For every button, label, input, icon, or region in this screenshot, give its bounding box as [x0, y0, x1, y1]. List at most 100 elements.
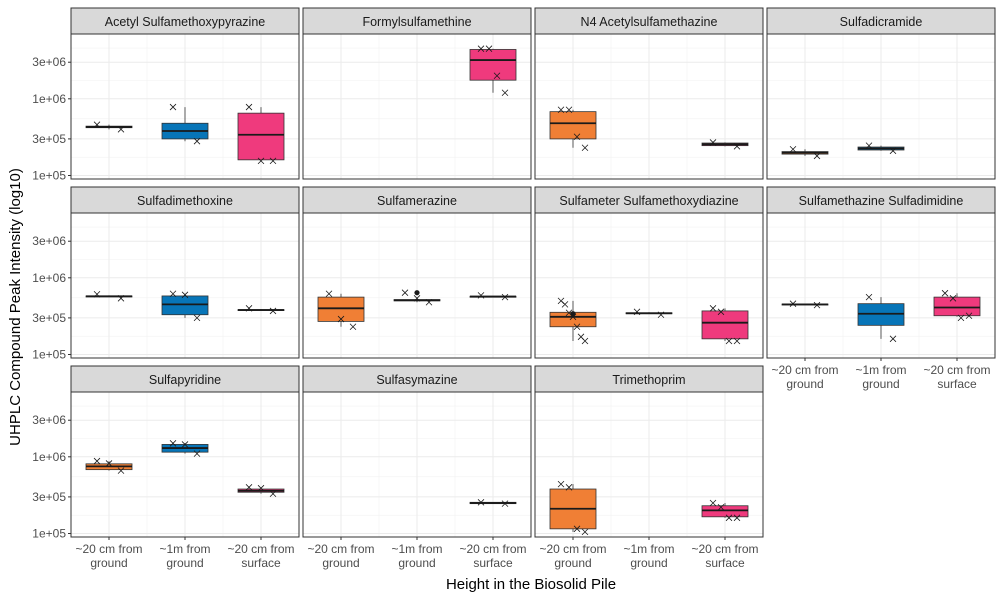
facet-title: Sulfapyridine — [149, 373, 221, 387]
x-tick-label: ground — [862, 377, 899, 391]
facet-strip — [766, 186, 996, 214]
data-point — [245, 305, 253, 312]
data-point — [789, 145, 797, 153]
data-point — [733, 514, 741, 522]
x-tick-label: ~20 cm from — [923, 363, 990, 377]
data-point — [105, 460, 113, 467]
facet-strip — [766, 7, 996, 35]
x-tick-label: ground — [786, 377, 823, 391]
data-point — [501, 293, 509, 301]
y-tick-label: 1e+06 — [32, 92, 66, 106]
data-point — [257, 484, 265, 492]
data-point — [257, 157, 265, 165]
box-body — [317, 296, 365, 322]
data-point — [725, 337, 733, 345]
x-tick-label: ~20 cm from — [227, 542, 294, 556]
facet-title: Sulfadimethoxine — [137, 194, 233, 208]
x-tick-label: ~1m from — [159, 542, 210, 556]
x-tick-label: ~20 cm from — [539, 542, 606, 556]
facet-panel: Sulfapyridine 1e+05 3e+05 1e+06 3e+06 ~20 cm … — [32, 365, 300, 570]
box-outlier — [414, 290, 420, 296]
x-tick-label: surface — [473, 556, 513, 570]
facet-strip — [70, 365, 300, 393]
data-point — [717, 503, 725, 511]
data-point — [889, 147, 897, 155]
data-point — [193, 314, 201, 322]
box-body — [549, 111, 597, 140]
data-point — [561, 301, 569, 308]
y-tick-label: 1e+06 — [32, 450, 66, 464]
data-point — [337, 315, 345, 323]
facet-panel: Sulfamethazine Sulfadimidine~20 cm fromg… — [766, 186, 996, 391]
data-point — [477, 292, 485, 299]
data-point — [889, 335, 897, 343]
data-point — [93, 290, 101, 298]
y-tick-label: 3e+06 — [32, 234, 66, 248]
facet-panel: Acetyl Sulfamethoxypyrazine 1e+05 3e+05 1e+… — [32, 7, 300, 182]
facet-title: Formylsulfamethine — [362, 15, 471, 29]
y-tick-label: 3e+06 — [32, 413, 66, 427]
facet-title: Sulfamerazine — [377, 194, 457, 208]
panel-border — [534, 33, 764, 180]
x-tick-label: ~20 cm from — [771, 363, 838, 377]
data-point — [865, 293, 873, 301]
facet-title: Trimethoprim — [612, 373, 685, 387]
facet-panel: Sulfadicramide — [766, 7, 996, 180]
panel-border — [70, 33, 300, 180]
y-tick-label: 1e+05 — [32, 347, 66, 361]
data-point — [633, 308, 641, 316]
data-point — [581, 528, 589, 536]
data-point — [477, 45, 485, 52]
data-point — [573, 525, 581, 533]
facet-strip — [70, 186, 300, 214]
x-tick-label: ~20 cm from — [75, 542, 142, 556]
data-point — [957, 314, 965, 322]
x-tick-label: ground — [166, 556, 203, 570]
facet-panel: Sulfadimethoxine 1e+05 3e+05 1e+06 3e+06 — [32, 186, 300, 361]
facet-panel: Sulfamerazine — [302, 186, 532, 359]
x-tick-label: ~20 cm from — [691, 542, 758, 556]
data-point — [657, 311, 665, 319]
data-point — [93, 121, 101, 128]
box-body — [933, 296, 981, 317]
facet-title: Sulfamethazine Sulfadimidine — [799, 194, 964, 208]
data-point — [557, 106, 565, 114]
data-point — [245, 103, 253, 111]
y-tick-label: 1e+06 — [32, 271, 66, 285]
facet-strip — [534, 186, 764, 214]
facet-title: Sulfadicramide — [840, 15, 923, 29]
data-point — [717, 308, 725, 316]
facet-title: Acetyl Sulfamethoxypyrazine — [105, 15, 266, 29]
data-point — [813, 152, 821, 160]
facet-panel: N4 Acetylsulfamethazine — [534, 7, 764, 180]
data-point — [813, 301, 821, 309]
data-point — [169, 440, 177, 447]
panel-border — [70, 212, 300, 359]
data-point — [269, 157, 277, 165]
facet-title: Sulfameter Sulfamethoxydiazine — [559, 194, 738, 208]
data-point — [501, 500, 509, 507]
data-point — [573, 133, 581, 141]
data-point — [733, 143, 741, 150]
data-point — [941, 289, 949, 297]
data-point — [181, 291, 189, 299]
data-point — [425, 298, 433, 306]
data-point — [725, 514, 733, 522]
data-point — [169, 103, 177, 111]
data-point — [349, 323, 357, 331]
data-point — [493, 72, 501, 80]
data-point — [581, 144, 589, 152]
data-point — [169, 290, 177, 298]
x-tick-label: ground — [90, 556, 127, 570]
data-point — [245, 484, 253, 491]
facet-strip — [534, 7, 764, 35]
y-axis-title: UHPLC Compound Peak Intensity (log10) — [7, 168, 24, 446]
y-tick-label: 3e+05 — [32, 132, 66, 146]
data-point — [573, 323, 581, 331]
facet-strip — [70, 7, 300, 35]
x-tick-label: ~20 cm from — [459, 542, 526, 556]
facet-strip — [302, 365, 532, 393]
